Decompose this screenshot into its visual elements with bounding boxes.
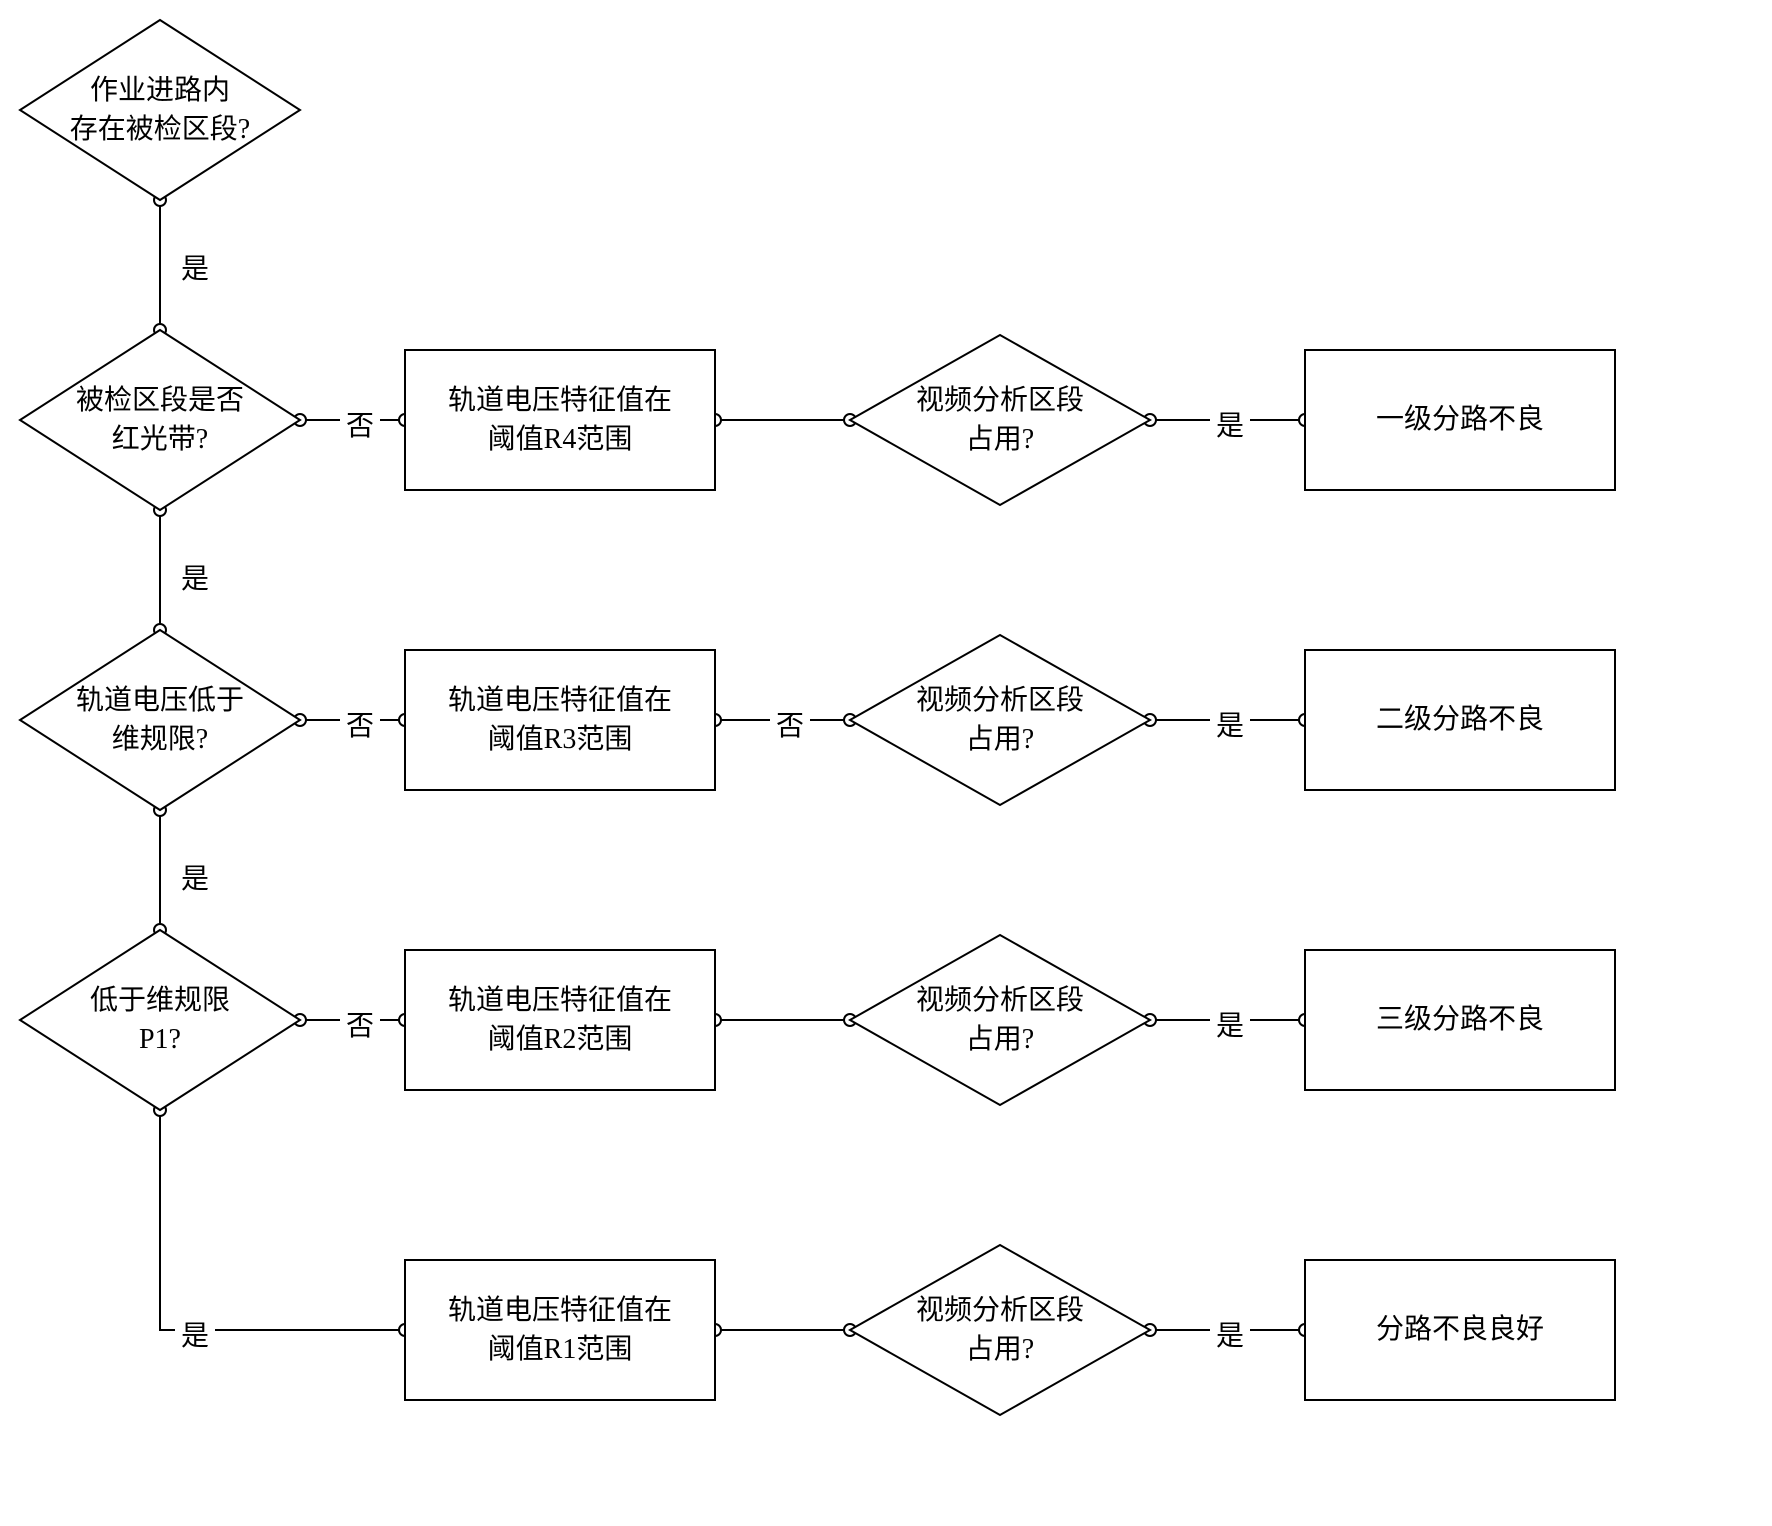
- node-text-line: 视频分析区段: [916, 381, 1084, 420]
- node-text-line: 阈值R1范围: [488, 1330, 633, 1369]
- edge-label-v2-o2: 是: [1210, 702, 1250, 746]
- edge-label-v1-o1: 是: [1210, 402, 1250, 446]
- node-text-r4: 轨道电压特征值在阈值R1范围: [415, 1270, 705, 1390]
- node-text-line: 视频分析区段: [916, 681, 1084, 720]
- node-text-v4: 视频分析区段占用?: [877, 1260, 1123, 1399]
- edge-label-d1-d2: 是: [175, 555, 215, 599]
- node-text-line: 红光带?: [112, 420, 208, 459]
- node-text-line: 存在被检区段?: [70, 110, 250, 149]
- node-text-line: 二级分路不良: [1376, 700, 1544, 739]
- edge-label-r2-v2: 否: [770, 702, 810, 746]
- node-text-o3: 三级分路不良: [1315, 960, 1605, 1080]
- node-text-line: 作业进路内: [90, 71, 230, 110]
- node-text-line: 轨道电压特征值在: [448, 981, 672, 1020]
- node-text-line: 维规限?: [112, 720, 208, 759]
- node-text-r3: 轨道电压特征值在阈值R2范围: [415, 960, 705, 1080]
- edge-label-d3-r3: 否: [340, 1002, 380, 1046]
- node-text-line: 轨道电压低于: [76, 681, 244, 720]
- node-text-line: 阈值R3范围: [488, 720, 633, 759]
- node-text-v3: 视频分析区段占用?: [877, 950, 1123, 1089]
- node-text-v1: 视频分析区段占用?: [877, 350, 1123, 489]
- node-text-d0: 作业进路内存在被检区段?: [45, 36, 275, 184]
- node-text-line: 占用?: [966, 420, 1034, 459]
- node-text-d1: 被检区段是否红光带?: [45, 346, 275, 494]
- edge-label-d3-r4: 是: [175, 1312, 215, 1356]
- edge-label-d0-d1: 是: [175, 245, 215, 289]
- node-text-line: 轨道电压特征值在: [448, 681, 672, 720]
- node-text-line: 被检区段是否: [76, 381, 244, 420]
- node-text-o2: 二级分路不良: [1315, 660, 1605, 780]
- edge-label-d2-d3: 是: [175, 855, 215, 899]
- node-text-line: 占用?: [966, 1330, 1034, 1369]
- node-text-o4: 分路不良良好: [1315, 1270, 1605, 1390]
- node-text-line: 视频分析区段: [916, 981, 1084, 1020]
- node-text-line: 占用?: [966, 720, 1034, 759]
- edge-d3-r4: [160, 1110, 405, 1330]
- node-text-line: 占用?: [966, 1020, 1034, 1059]
- node-text-line: 视频分析区段: [916, 1291, 1084, 1330]
- node-text-o1: 一级分路不良: [1315, 360, 1605, 480]
- node-text-line: 轨道电压特征值在: [448, 1291, 672, 1330]
- edge-label-v3-o3: 是: [1210, 1002, 1250, 1046]
- node-text-d2: 轨道电压低于维规限?: [45, 646, 275, 794]
- node-text-line: 阈值R4范围: [488, 420, 633, 459]
- edge-label-d2-r2: 否: [340, 702, 380, 746]
- node-text-line: P1?: [139, 1020, 181, 1059]
- node-text-v2: 视频分析区段占用?: [877, 650, 1123, 789]
- node-text-line: 分路不良良好: [1376, 1310, 1544, 1349]
- node-text-r1: 轨道电压特征值在阈值R4范围: [415, 360, 705, 480]
- node-text-line: 三级分路不良: [1376, 1000, 1544, 1039]
- edge-label-v4-o4: 是: [1210, 1312, 1250, 1356]
- edge-label-d1-r1: 否: [340, 402, 380, 446]
- node-text-line: 阈值R2范围: [488, 1020, 633, 1059]
- node-text-line: 一级分路不良: [1376, 400, 1544, 439]
- node-text-r2: 轨道电压特征值在阈值R3范围: [415, 660, 705, 780]
- node-text-d3: 低于维规限P1?: [45, 946, 275, 1094]
- node-text-line: 轨道电压特征值在: [448, 381, 672, 420]
- node-text-line: 低于维规限: [90, 981, 230, 1020]
